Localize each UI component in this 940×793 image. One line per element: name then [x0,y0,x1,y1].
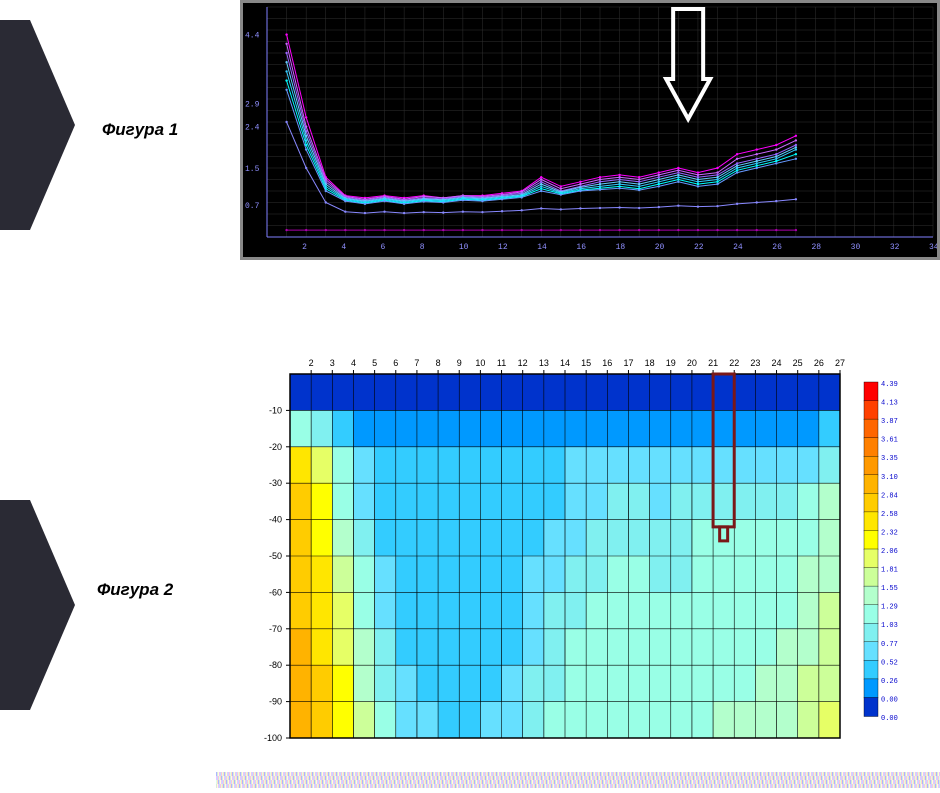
svg-text:7: 7 [414,358,419,368]
svg-text:-90: -90 [269,697,282,707]
svg-text:1.03: 1.03 [881,622,898,630]
svg-text:4: 4 [341,243,346,252]
svg-text:-40: -40 [269,515,282,525]
svg-text:1.55: 1.55 [881,585,898,593]
svg-text:8: 8 [420,243,425,252]
svg-text:0.52: 0.52 [881,659,898,667]
svg-text:2.06: 2.06 [881,548,898,556]
svg-text:26: 26 [814,358,824,368]
svg-text:19: 19 [666,358,676,368]
svg-text:27: 27 [835,358,845,368]
chart-1-multiline: 0.71.52.42.94.42468101214161820222426283… [240,0,940,260]
svg-text:8: 8 [436,358,441,368]
svg-text:2.84: 2.84 [881,492,898,500]
svg-text:16: 16 [602,358,612,368]
svg-text:30: 30 [851,243,861,252]
svg-text:20: 20 [655,243,665,252]
svg-text:17: 17 [623,358,633,368]
svg-text:-60: -60 [269,587,282,597]
svg-text:28: 28 [811,243,821,252]
svg-text:4.39: 4.39 [881,381,898,389]
chart-2-svg: 2345678910111213141516171819202122232425… [240,350,920,750]
svg-text:4.13: 4.13 [881,400,898,408]
svg-text:25: 25 [793,358,803,368]
svg-text:3.61: 3.61 [881,437,898,445]
svg-text:0.7: 0.7 [245,202,260,211]
svg-text:10: 10 [475,358,485,368]
svg-text:14: 14 [537,243,547,252]
chart-2-heatmap: 2345678910111213141516171819202122232425… [240,350,920,750]
svg-text:0.77: 0.77 [881,641,898,649]
svg-text:24: 24 [733,243,743,252]
svg-text:13: 13 [539,358,549,368]
svg-text:26: 26 [772,243,782,252]
svg-text:20: 20 [687,358,697,368]
svg-text:3: 3 [330,358,335,368]
svg-text:5: 5 [372,358,377,368]
svg-text:24: 24 [772,358,782,368]
svg-text:34: 34 [929,243,937,252]
svg-text:-50: -50 [269,551,282,561]
svg-text:22: 22 [729,358,739,368]
svg-text:-30: -30 [269,478,282,488]
figure-1-label: Фигура 1 [102,120,178,140]
svg-text:15: 15 [581,358,591,368]
svg-text:1.5: 1.5 [245,165,260,174]
svg-text:-10: -10 [269,405,282,415]
svg-text:4.4: 4.4 [245,32,260,41]
svg-text:3.10: 3.10 [881,474,898,482]
svg-text:-80: -80 [269,660,282,670]
svg-text:2.58: 2.58 [881,511,898,519]
chart-1-svg: 0.71.52.42.94.42468101214161820222426283… [243,3,937,257]
svg-text:22: 22 [694,243,704,252]
svg-text:0.00: 0.00 [881,696,898,704]
svg-text:1.81: 1.81 [881,567,898,575]
svg-text:16: 16 [576,243,586,252]
svg-text:2.4: 2.4 [245,124,260,133]
svg-text:2.9: 2.9 [245,101,260,110]
figure-2-label: Фигура 2 [97,580,173,600]
svg-text:2.32: 2.32 [881,529,898,537]
svg-text:6: 6 [381,243,386,252]
svg-text:-100: -100 [264,733,282,743]
svg-text:1.29: 1.29 [881,604,898,612]
svg-text:9: 9 [457,358,462,368]
noise-svg [216,772,940,788]
svg-text:3.35: 3.35 [881,455,898,463]
svg-text:18: 18 [645,358,655,368]
svg-text:0.26: 0.26 [881,678,898,686]
svg-text:-70: -70 [269,624,282,634]
pointer-svg-2 [0,500,90,720]
svg-text:0.00: 0.00 [881,715,898,723]
svg-text:3.87: 3.87 [881,418,898,426]
svg-text:4: 4 [351,358,356,368]
svg-text:21: 21 [708,358,718,368]
pointer-svg-1 [0,20,90,240]
svg-text:2: 2 [309,358,314,368]
svg-text:6: 6 [393,358,398,368]
svg-text:32: 32 [890,243,900,252]
svg-text:-20: -20 [269,442,282,452]
svg-text:12: 12 [498,243,508,252]
svg-text:18: 18 [616,243,626,252]
svg-text:11: 11 [497,358,506,368]
svg-text:2: 2 [302,243,307,252]
noise-strip [216,772,940,788]
svg-text:23: 23 [750,358,760,368]
svg-text:10: 10 [459,243,469,252]
svg-text:14: 14 [560,358,570,368]
svg-text:12: 12 [518,358,528,368]
